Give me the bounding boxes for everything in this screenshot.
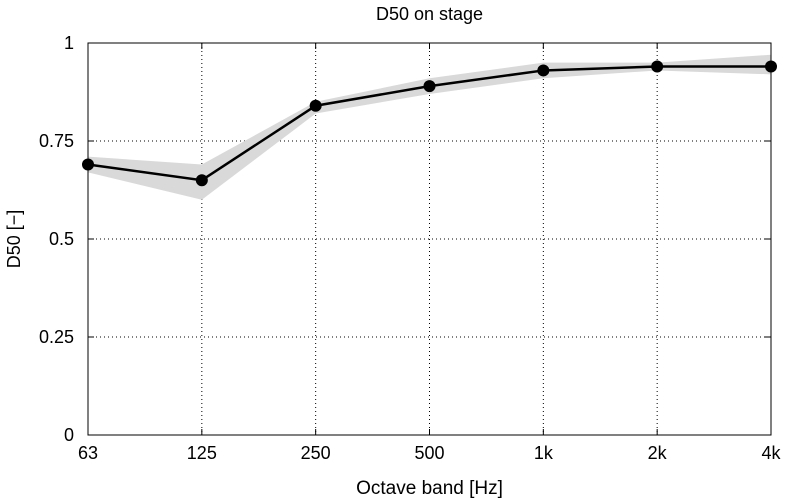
x-tick-label: 2k <box>648 443 668 463</box>
y-tick-label: 0.25 <box>39 327 74 347</box>
y-tick-label: 0.75 <box>39 131 74 151</box>
axis-ticks <box>87 42 772 436</box>
data-point <box>537 64 550 77</box>
data-point <box>651 60 664 73</box>
x-axis-label: Octave band [Hz] <box>356 478 503 499</box>
grid <box>88 43 771 435</box>
y-tick-label: 1 <box>64 33 74 53</box>
x-tick-label: 63 <box>78 443 98 463</box>
x-tick-label: 125 <box>187 443 217 463</box>
x-tick-labels: 63 125 250 500 1k 2k 4k <box>78 443 782 463</box>
x-tick-label: 250 <box>301 443 331 463</box>
y-tick-labels: 0 0.25 0.5 0.75 1 <box>39 33 74 445</box>
chart-title: D50 on stage <box>376 4 483 24</box>
x-tick-label: 1k <box>534 443 554 463</box>
data-point <box>423 80 436 93</box>
y-axis-label: D50 [−] <box>4 210 24 269</box>
y-tick-label: 0 <box>64 425 74 445</box>
data-point <box>195 174 208 187</box>
x-tick-label: 500 <box>414 443 444 463</box>
x-tick-label: 4k <box>761 443 781 463</box>
y-tick-label: 0.5 <box>49 229 74 249</box>
data-point <box>309 99 322 112</box>
